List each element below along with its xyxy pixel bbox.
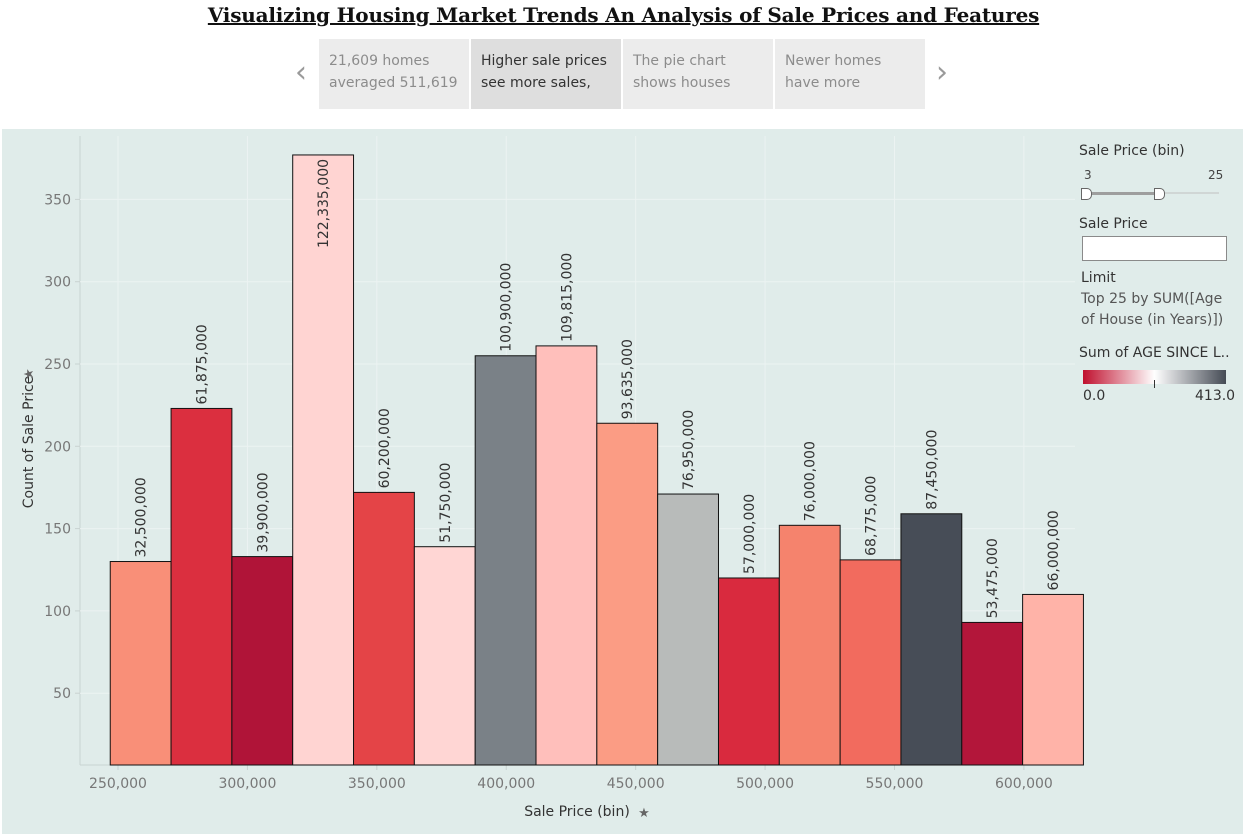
x-tick-label: 450,000 [607, 776, 665, 792]
histogram-bar [961, 621, 1024, 766]
bar-data-label: 53,475,000 [985, 538, 1001, 618]
story-point-line: see more sales, [481, 75, 591, 91]
y-tick-label: 150 [44, 522, 71, 538]
histogram-bar [292, 154, 355, 766]
story-point-1[interactable]: 21,609 homes averaged 511,619 [319, 39, 469, 109]
x-tick-label: 550,000 [866, 776, 924, 792]
x-tick-label: 500,000 [736, 776, 794, 792]
color-legend-min: 0.0 [1083, 388, 1106, 404]
bar-data-label: 68,775,000 [864, 476, 880, 556]
bar-data-label: 57,000,000 [742, 494, 758, 574]
chevron-left-icon[interactable]: ‹ [295, 55, 307, 90]
histogram-bar [109, 561, 172, 766]
color-legend-title: Sum of AGE SINCE L.. [1079, 345, 1230, 361]
x-axis-title: Sale Price (bin) [524, 804, 630, 820]
story-point-line: have more [785, 75, 861, 91]
histogram-bar [353, 491, 415, 766]
x-tick-label: 400,000 [477, 776, 535, 792]
y-tick-label: 100 [44, 604, 71, 620]
bar-data-label: 61,875,000 [194, 324, 210, 404]
page-title: Visualizing Housing Market Trends An Ana… [207, 3, 1040, 27]
bar-data-label: 60,200,000 [377, 408, 393, 488]
histogram-bar [170, 407, 233, 766]
bar-data-label: 87,450,000 [924, 430, 940, 510]
bar-data-label: 51,750,000 [438, 463, 454, 543]
sale-price-input[interactable] [1082, 236, 1227, 261]
bar-data-label: 32,500,000 [134, 477, 150, 557]
bar-data-label: 109,815,000 [559, 253, 575, 342]
y-tick-label: 350 [44, 192, 71, 208]
bar-data-label: 39,900,000 [255, 472, 271, 552]
histogram-bar [717, 577, 780, 766]
limit-text-line: Top 25 by SUM([Age [1081, 291, 1223, 307]
bar-data-label: 122,335,000 [316, 159, 332, 248]
bin-slider-range [1085, 192, 1158, 195]
histogram-bar [839, 559, 902, 766]
histogram-bar [657, 493, 719, 766]
sale-price-filter-label: Sale Price [1079, 216, 1148, 232]
bar-data-label: 76,000,000 [803, 441, 819, 521]
bin-slider-max: 25 [1208, 168, 1224, 182]
limit-text-line: of House (in Years)]) [1081, 312, 1224, 328]
bar-data-label: 100,900,000 [499, 263, 515, 352]
story-point-2[interactable]: Higher sale prices see more sales, [471, 39, 621, 109]
pin-icon: ★ [22, 368, 37, 380]
story-point-line: 21,609 homes [329, 53, 430, 69]
histogram-bar [596, 422, 659, 766]
color-legend-max: 413.0 [1195, 388, 1236, 404]
y-tick-label: 200 [44, 439, 71, 455]
story-point-3[interactable]: The pie chart shows houses [623, 39, 773, 109]
bar-data-label: 93,635,000 [620, 339, 636, 419]
histogram-bar [474, 355, 537, 766]
x-tick-label: 350,000 [348, 776, 406, 792]
bar-data-label: 66,000,000 [1046, 510, 1062, 590]
histogram-bar [413, 546, 476, 766]
y-tick-label: 300 [44, 275, 71, 291]
histogram-bar [778, 524, 841, 766]
pin-icon: ★ [638, 806, 650, 821]
story-point-line: Higher sale prices [481, 53, 607, 69]
histogram-bar [535, 345, 598, 766]
y-tick-label: 50 [53, 686, 71, 702]
color-legend-center-tick [1154, 380, 1155, 388]
story-point-line: averaged 511,619 [329, 75, 458, 91]
bar-data-label: 76,950,000 [681, 410, 697, 490]
histogram-bar [900, 513, 963, 766]
story-point-line: The pie chart [633, 53, 726, 69]
limit-label: Limit [1081, 270, 1116, 286]
chevron-right-icon[interactable]: › [936, 55, 948, 90]
histogram-bar [231, 556, 294, 766]
bin-slider-max-handle[interactable] [1154, 188, 1165, 200]
y-axis-title: Count of Sale Price [21, 376, 37, 509]
x-tick-label: 600,000 [995, 776, 1053, 792]
y-tick-label: 250 [44, 357, 71, 373]
color-legend-gradient [1083, 370, 1226, 384]
story-point-line: Newer homes [785, 53, 882, 69]
x-tick-label: 250,000 [89, 776, 147, 792]
x-tick-label: 300,000 [218, 776, 276, 792]
histogram-bar [1022, 593, 1084, 766]
story-point-4[interactable]: Newer homes have more [775, 39, 925, 109]
story-point-line: shows houses [633, 75, 731, 91]
bin-slider-min: 3 [1084, 168, 1092, 182]
bin-slider-min-handle[interactable] [1081, 188, 1092, 200]
bin-slider-label: Sale Price (bin) [1079, 143, 1185, 159]
